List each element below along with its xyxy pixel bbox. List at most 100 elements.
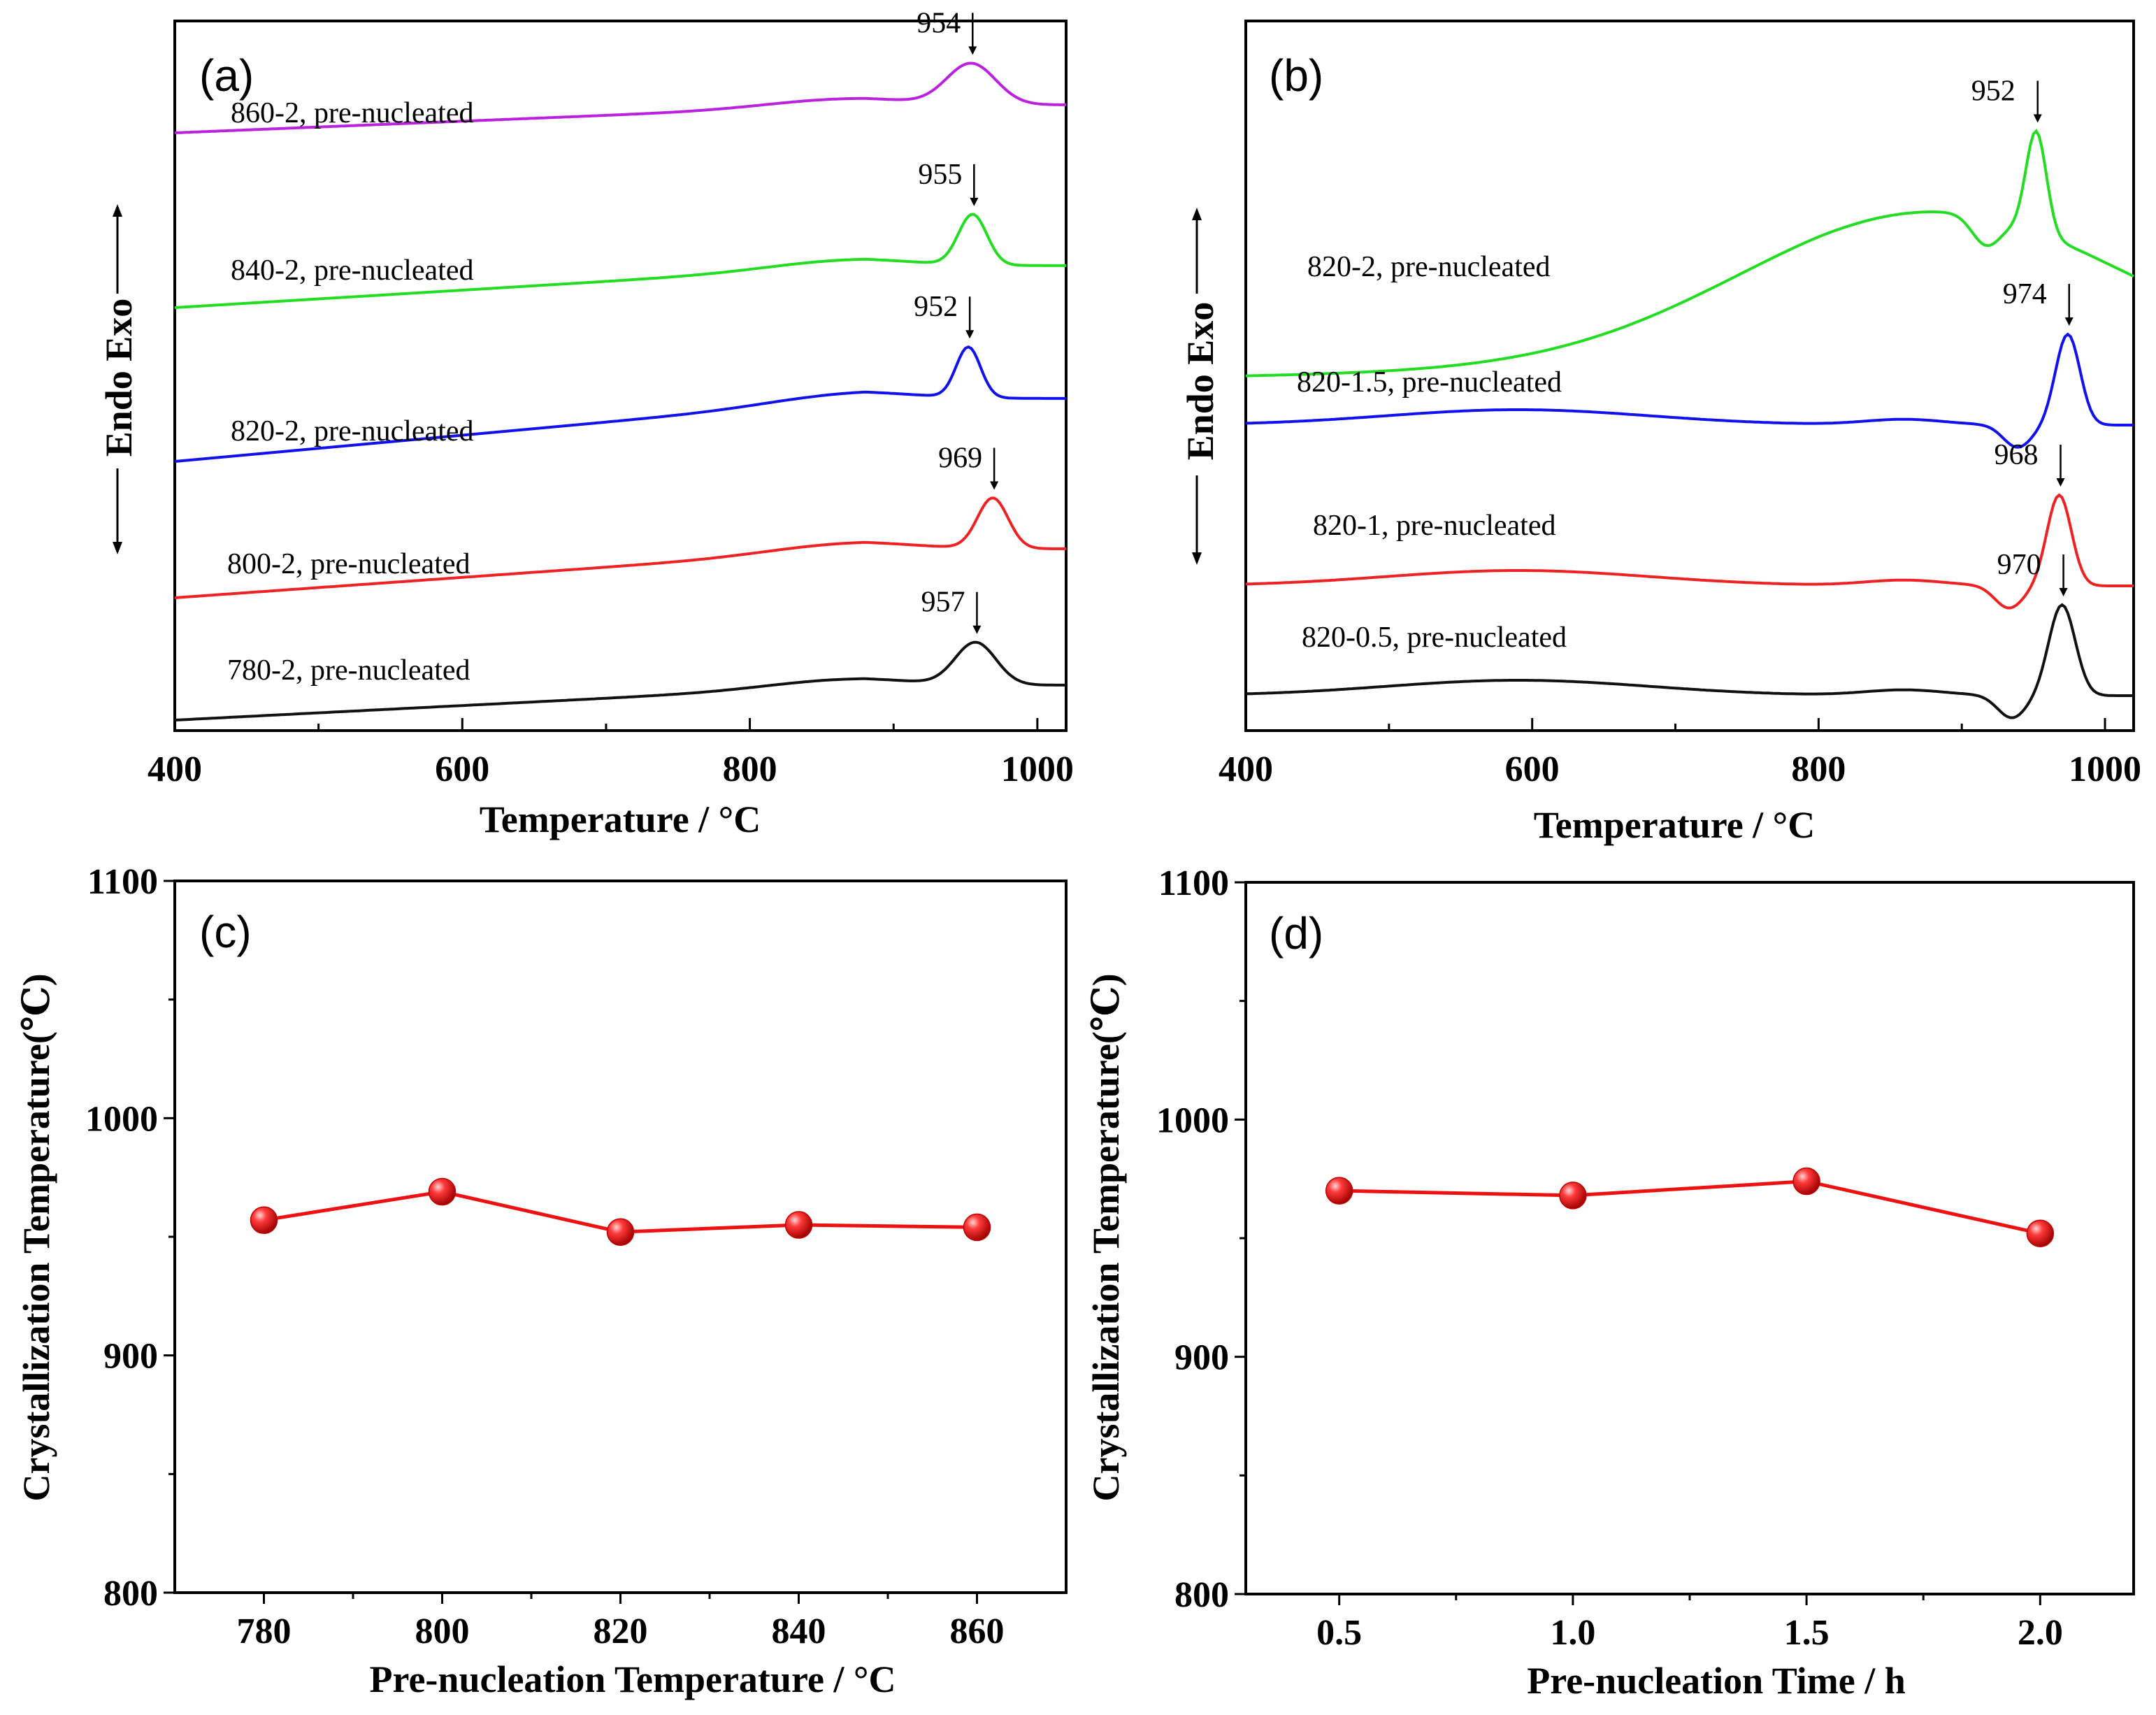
panel-b-y-arrow-down-icon xyxy=(1192,552,1202,565)
panel-a-frame xyxy=(173,20,1068,732)
panel-a-y-axis-title: Endo Exo xyxy=(98,204,140,554)
panel-a-peak-arrow-icon xyxy=(972,625,982,634)
panel-b-peak-label: 952 xyxy=(1971,76,2015,108)
panel-a-series-line xyxy=(174,62,1066,134)
panel-c-y-tick-label: 1100 xyxy=(87,862,158,902)
panel-a-x-tick-label: 1000 xyxy=(1001,749,1074,789)
panel-b-peak-arrow-icon xyxy=(2064,317,2074,327)
panel-b-tag: (b) xyxy=(1269,50,1323,101)
panel-a-series-label: 820-2, pre-nucleated xyxy=(231,415,474,447)
panel-c-tag: (c) xyxy=(199,907,252,957)
panel-b-peak-label: 974 xyxy=(2003,278,2047,310)
panel-d-series-line xyxy=(1339,1179,2041,1235)
panel-b-series-line xyxy=(1245,603,2134,719)
panel-a-series-line xyxy=(174,496,1066,599)
panel-a-peak-label: 952 xyxy=(914,291,958,323)
panel-d-scatter-chart: (d) 0.5 1.0 1.5 2.0 800 900 1000 1100 Pre-nucle… xyxy=(1085,863,2135,1702)
panel-d-y-tick-label: 1000 xyxy=(1156,1100,1229,1140)
panel-b-series-line xyxy=(1245,493,2134,610)
panel-d-ticks: 0.5 1.0 1.5 2.0 800 900 1000 1100 xyxy=(1156,863,2063,1653)
panel-b-series-label: 820-1, pre-nucleated xyxy=(1313,510,1556,542)
panel-d-x-tick-label: 0.5 xyxy=(1316,1613,1362,1653)
panel-a-peak-arrow-icon xyxy=(970,197,979,206)
panel-b-series-label: 820-1.5, pre-nucleated xyxy=(1297,366,1562,399)
panel-c-x-tick-label: 800 xyxy=(415,1612,470,1651)
panel-c-y-tick-label: 800 xyxy=(103,1574,158,1614)
panel-b-y-arrow-up-icon xyxy=(1192,208,1202,220)
panel-a-series-label: 860-2, pre-nucleated xyxy=(231,97,474,129)
panel-c-data-point xyxy=(250,1206,278,1234)
panel-a-series-label: 800-2, pre-nucleated xyxy=(227,548,470,580)
panel-d-data-point xyxy=(1325,1177,1353,1205)
panel-b-series-line xyxy=(1245,129,2134,378)
panel-d-y-axis-title: Crystallization Temperature(℃) xyxy=(1085,973,1127,1501)
panel-a-curves: 860-2, pre-nucleated 954 840-2, pre-nuclea… xyxy=(174,7,1066,722)
panel-a-y-axis-label: Endo Exo xyxy=(98,299,140,457)
panel-a-series-line xyxy=(174,345,1066,463)
panel-a-tag: (a) xyxy=(199,50,254,101)
panel-b-x-ticks: 400 600 800 1000 xyxy=(1219,718,2141,789)
panel-a-peak-arrow-icon xyxy=(965,330,975,339)
panel-d-x-tick-label: 1.5 xyxy=(1784,1613,1830,1653)
panel-c-data-point xyxy=(428,1177,457,1206)
panel-a-x-ticks: 400 600 800 1000 xyxy=(148,718,1074,789)
panel-b-peak-arrow-icon xyxy=(2056,478,2065,487)
panel-c-ticks: 780 800 820 840 860 800 900 1000 1100 xyxy=(85,862,1005,1651)
panel-b-y-axis-label: Endo Exo xyxy=(1179,302,1221,461)
panel-d-data-point xyxy=(1792,1167,1820,1196)
panel-c-x-tick-label: 860 xyxy=(950,1612,1005,1651)
panel-a-series-label: 780-2, pre-nucleated xyxy=(227,654,470,687)
panel-b-dsc-chart: (b) 400 600 800 1000 820-2, pre-nucleated 95… xyxy=(1179,20,2141,846)
panel-d-x-axis-title: Pre-nucleation Time / h xyxy=(1527,1660,1906,1702)
panel-d-data-point xyxy=(1559,1182,1587,1210)
panel-a-peak-arrow-icon xyxy=(990,481,999,490)
panel-d-marks xyxy=(1325,1167,2055,1247)
panel-c-x-tick-label: 840 xyxy=(772,1612,826,1651)
panel-a-peak-label: 957 xyxy=(921,587,965,619)
panel-a-series-line xyxy=(174,213,1066,309)
panel-c-x-axis-title: Pre-nucleation Temperature / °C xyxy=(369,1658,896,1700)
panel-b-peak-arrow-icon xyxy=(2033,114,2042,123)
panel-b-curves: 820-2, pre-nucleated 952 820-1.5, pre-nucl… xyxy=(1245,76,2134,719)
panel-c-x-tick-label: 780 xyxy=(237,1612,292,1651)
panel-a-y-arrow-up-icon xyxy=(113,204,122,217)
panel-d-frame xyxy=(1244,881,2135,1595)
panel-a-peak-arrow-icon xyxy=(968,46,977,55)
panel-b-x-tick-label: 600 xyxy=(1505,749,1560,789)
panel-c-data-point xyxy=(784,1211,813,1239)
panel-b-y-axis-title: Endo Exo xyxy=(1179,208,1221,565)
panel-b-x-tick-label: 400 xyxy=(1219,749,1273,789)
panel-c-y-tick-label: 1000 xyxy=(85,1099,158,1139)
panel-b-series-line xyxy=(1245,332,2134,449)
panel-b-peak-arrow-icon xyxy=(2059,588,2068,597)
panel-d-y-tick-label: 800 xyxy=(1174,1575,1229,1615)
panel-a-x-tick-label: 600 xyxy=(435,749,489,789)
panel-a-x-axis-title: Temperature / °C xyxy=(480,798,761,840)
panel-c-data-point xyxy=(606,1218,635,1246)
panel-a-peak-label: 969 xyxy=(938,442,982,474)
panel-b-x-tick-label: 1000 xyxy=(2069,749,2141,789)
panel-b-peak-label: 970 xyxy=(1997,549,2041,581)
panel-d-tag: (d) xyxy=(1269,908,1323,959)
panel-b-peak-label: 968 xyxy=(1994,439,2038,471)
panel-a-dsc-chart: (a) 400 600 800 1000 860-2, pre-nucleated 95… xyxy=(98,7,1074,840)
panel-a-series-line xyxy=(174,640,1066,722)
panel-d-data-point xyxy=(2026,1219,2055,1247)
panel-a-x-tick-label: 400 xyxy=(148,749,202,789)
panel-d-y-tick-label: 1100 xyxy=(1158,863,1229,903)
panel-b-series-label: 820-2, pre-nucleated xyxy=(1307,251,1551,283)
panel-a-series-label: 840-2, pre-nucleated xyxy=(231,254,474,287)
panel-c-x-tick-label: 820 xyxy=(594,1612,648,1651)
panel-c-scatter-chart: (c) 780 800 820 840 860 800 900 1000 1100 Pre-nu… xyxy=(15,862,1068,1700)
panel-c-y-tick-label: 900 xyxy=(103,1337,158,1377)
panel-a-y-arrow-down-icon xyxy=(113,542,122,554)
panel-b-series-label: 820-0.5, pre-nucleated xyxy=(1302,622,1567,654)
panel-a-peak-label: 955 xyxy=(918,159,962,191)
panel-c-y-axis-title: Crystallization Temperature(℃) xyxy=(15,973,57,1501)
panel-b-x-axis-title: Temperature / °C xyxy=(1534,804,1816,846)
panel-c-marks xyxy=(250,1177,991,1246)
panel-a-x-tick-label: 800 xyxy=(723,749,777,789)
panel-b-x-tick-label: 800 xyxy=(1791,749,1846,789)
panel-d-y-tick-label: 900 xyxy=(1174,1338,1229,1378)
